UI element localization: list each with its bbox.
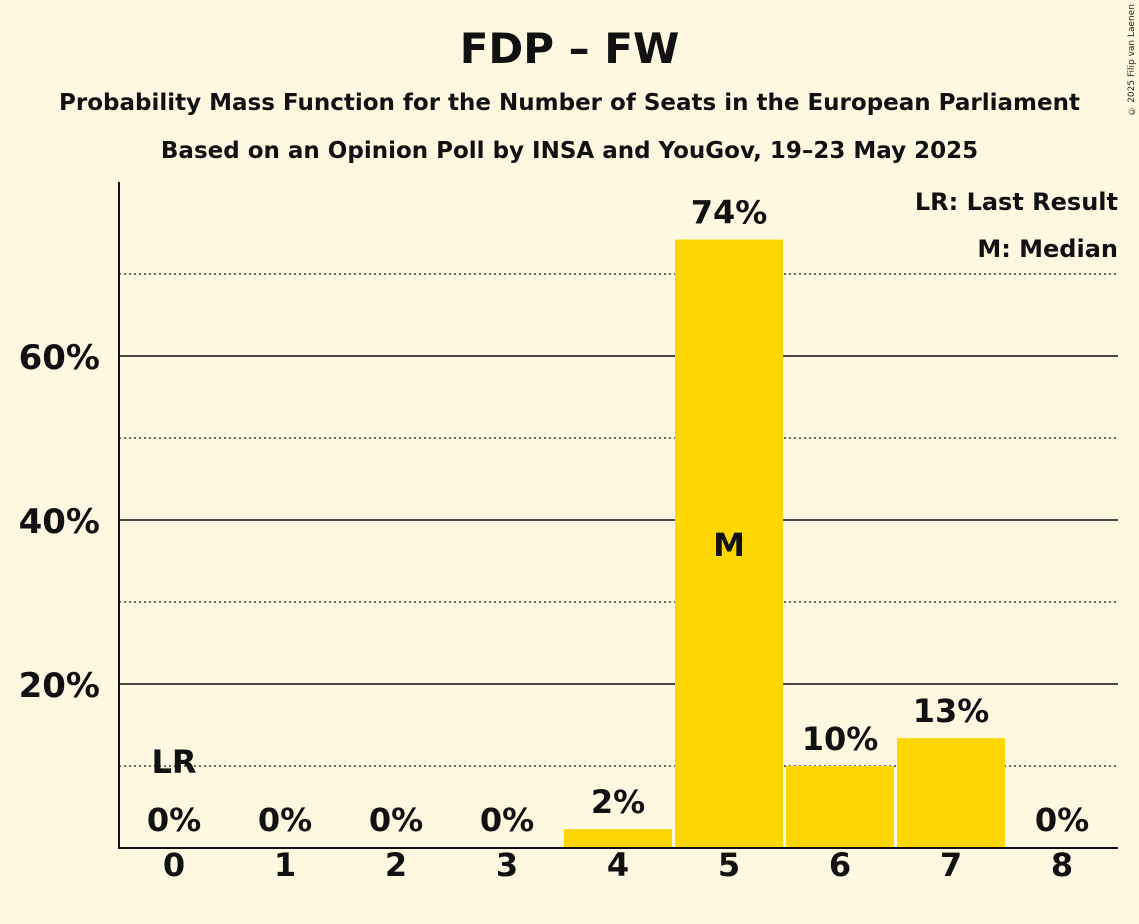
y-tick-label: 60% — [19, 338, 100, 378]
x-tick-label: 4 — [607, 846, 629, 884]
x-tick-label: 0 — [163, 846, 185, 884]
x-tick-label: 8 — [1051, 846, 1073, 884]
chart-subtitle-source: Based on an Opinion Poll by INSA and You… — [160, 138, 979, 164]
x-tick-label: 3 — [496, 846, 518, 884]
value-label: 2% — [591, 783, 645, 821]
legend-entry: M: Median — [977, 235, 1118, 263]
last-result-marker: LR — [151, 743, 196, 781]
bar — [564, 829, 672, 848]
x-tick-label: 2 — [385, 846, 407, 884]
value-label: 0% — [369, 801, 423, 839]
value-label: 0% — [147, 801, 201, 839]
chart-title: FDP – FW — [459, 24, 680, 73]
median-marker: M — [713, 526, 745, 564]
y-tick-label: 40% — [19, 502, 100, 542]
legend-entry: LR: Last Result — [915, 188, 1118, 216]
value-label: 10% — [802, 720, 879, 758]
x-tick-label: 1 — [274, 846, 296, 884]
bar — [675, 239, 783, 848]
x-tick-label: 5 — [718, 846, 740, 884]
value-label: 0% — [480, 801, 534, 839]
bar — [786, 766, 894, 848]
x-tick-label: 6 — [829, 846, 851, 884]
y-tick-label: 20% — [19, 666, 100, 706]
value-label: 0% — [258, 801, 312, 839]
bar — [897, 738, 1005, 848]
value-label: 74% — [691, 194, 768, 232]
x-tick-label: 7 — [940, 846, 962, 884]
value-label: 0% — [1035, 801, 1089, 839]
chart-subtitle: Probability Mass Function for the Number… — [59, 90, 1080, 116]
value-label: 13% — [913, 692, 990, 730]
